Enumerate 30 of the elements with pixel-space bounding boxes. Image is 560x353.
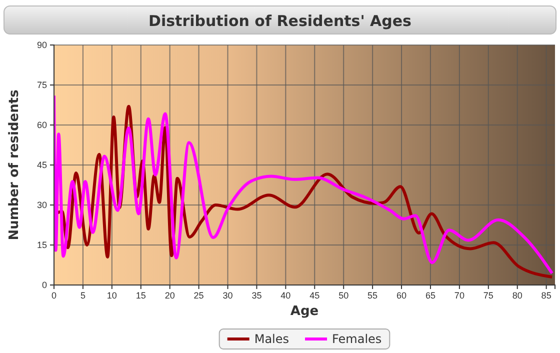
y-tick-label: 75 [36,80,47,90]
x-tick-label: 55 [368,290,378,300]
chart-title: Distribution of Residents' Ages [148,12,412,30]
x-tick-label: 10 [106,290,117,300]
x-tick-label: 40 [280,290,291,300]
x-tick-label: 50 [338,290,349,300]
y-tick-label: 15 [36,240,47,250]
y-tick-label: 45 [36,160,47,170]
x-tick-label: 0 [51,290,57,300]
x-tick-label: 15 [136,290,146,300]
x-tick-label: 60 [396,290,407,300]
y-tick-label: 60 [36,120,47,130]
x-axis-title: Age [290,304,319,319]
x-tick-label: 65 [425,290,436,300]
x-tick-label: 80 [512,290,522,300]
y-tick-label: 30 [36,200,47,210]
legend-label: Females [332,332,382,346]
y-axis-title: Number of residents [7,89,22,240]
x-tick-label: 45 [310,290,320,300]
y-tick-label: 0 [42,280,47,290]
x-tick-label: 30 [222,290,233,300]
x-tick-label: 35 [252,290,262,300]
x-tick-label: 25 [194,290,204,300]
x-tick-label: 85 [541,290,552,300]
x-tick-label: 20 [164,290,175,300]
legend-label: Males [254,332,290,346]
y-tick-label: 90 [36,40,47,50]
x-tick-label: 5 [80,290,86,300]
x-tick-label: 75 [483,290,494,300]
x-tick-label: 70 [454,290,464,300]
